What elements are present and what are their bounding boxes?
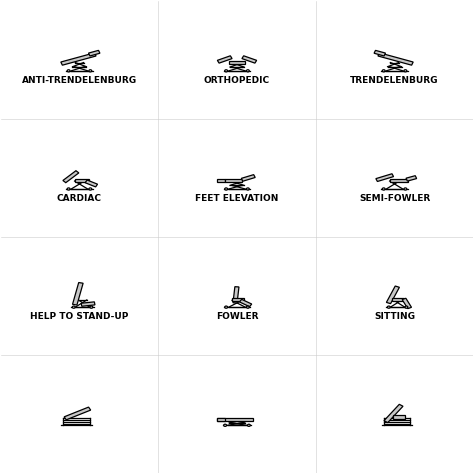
Circle shape: [387, 306, 390, 308]
Text: SITTING: SITTING: [374, 312, 415, 321]
Circle shape: [225, 188, 228, 190]
Polygon shape: [63, 171, 79, 182]
Circle shape: [247, 424, 250, 427]
Circle shape: [382, 70, 385, 72]
Polygon shape: [239, 299, 252, 307]
Polygon shape: [218, 56, 232, 63]
Polygon shape: [384, 404, 403, 423]
Polygon shape: [89, 50, 100, 56]
Polygon shape: [406, 176, 417, 181]
Polygon shape: [75, 179, 89, 182]
Circle shape: [89, 70, 92, 72]
Polygon shape: [233, 287, 239, 303]
Circle shape: [225, 306, 228, 308]
Text: CARDIAC: CARDIAC: [57, 194, 102, 203]
Polygon shape: [402, 298, 411, 309]
Polygon shape: [61, 53, 96, 65]
Circle shape: [404, 70, 407, 72]
Polygon shape: [242, 56, 256, 63]
Text: FOWLER: FOWLER: [216, 312, 258, 321]
Polygon shape: [217, 418, 225, 420]
Text: HELP TO STAND-UP: HELP TO STAND-UP: [30, 312, 128, 321]
Circle shape: [246, 306, 249, 308]
Polygon shape: [217, 418, 253, 421]
Polygon shape: [390, 179, 408, 182]
Text: SEMI-FOWLER: SEMI-FOWLER: [359, 194, 430, 203]
Circle shape: [73, 306, 75, 308]
Circle shape: [67, 70, 70, 72]
Polygon shape: [376, 174, 393, 182]
Polygon shape: [374, 50, 385, 56]
Text: FEET ELEVATION: FEET ELEVATION: [195, 194, 279, 203]
Circle shape: [225, 70, 228, 72]
Text: TRENDELENBURG: TRENDELENBURG: [350, 76, 439, 85]
Polygon shape: [378, 53, 413, 65]
Polygon shape: [393, 415, 405, 419]
Polygon shape: [229, 61, 245, 64]
Circle shape: [404, 188, 407, 190]
Circle shape: [89, 188, 92, 190]
Polygon shape: [81, 302, 95, 306]
Circle shape: [224, 424, 227, 427]
Circle shape: [405, 306, 408, 308]
Polygon shape: [73, 283, 83, 305]
Circle shape: [90, 306, 93, 308]
Polygon shape: [217, 179, 225, 182]
Polygon shape: [64, 407, 91, 420]
Polygon shape: [392, 298, 404, 301]
Text: ANTI-TRENDELENBURG: ANTI-TRENDELENBURG: [22, 76, 137, 85]
Circle shape: [382, 188, 385, 190]
Polygon shape: [241, 174, 255, 181]
Polygon shape: [386, 286, 400, 304]
Polygon shape: [85, 180, 98, 187]
Circle shape: [67, 188, 70, 190]
Text: ORTHOPEDIC: ORTHOPEDIC: [204, 76, 270, 85]
Circle shape: [246, 188, 249, 190]
Circle shape: [246, 70, 249, 72]
Polygon shape: [232, 298, 244, 301]
Polygon shape: [225, 179, 242, 182]
